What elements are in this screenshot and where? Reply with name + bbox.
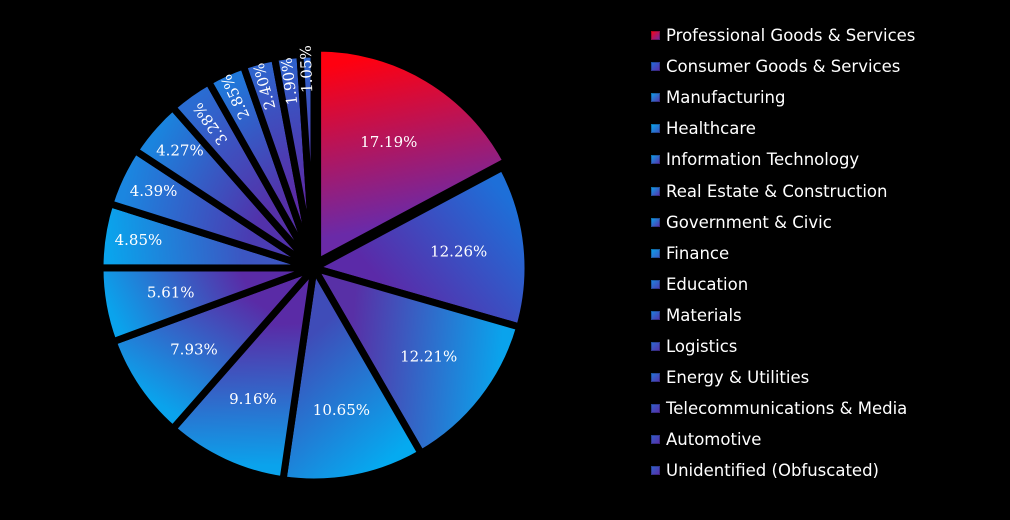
- legend-swatch: [651, 435, 660, 445]
- legend-swatch: [651, 248, 660, 258]
- slice-data-label: 1.05%: [297, 45, 317, 93]
- legend-item: Logistics: [651, 331, 1006, 362]
- legend-item: Government & Civic: [651, 207, 1006, 238]
- legend-item: Information Technology: [651, 144, 1006, 175]
- legend-label: Education: [666, 274, 749, 294]
- legend-label: Logistics: [666, 336, 738, 356]
- slice-data-label: 17.19%: [360, 133, 417, 151]
- legend-item: Telecommunications & Media: [651, 393, 1006, 424]
- legend-label: Finance: [666, 243, 730, 263]
- legend-swatch: [651, 373, 660, 383]
- chart-legend: Professional Goods & Services Consumer Go…: [651, 20, 1006, 486]
- legend-label: Manufacturing: [666, 88, 786, 108]
- slice-data-label: 5.61%: [147, 283, 195, 301]
- legend-item: Real Estate & Construction: [651, 175, 1006, 206]
- legend-swatch: [651, 124, 660, 134]
- legend-label: Unidentified (Obfuscated): [666, 461, 879, 481]
- legend-label: Government & Civic: [666, 212, 832, 232]
- legend-swatch: [651, 155, 660, 165]
- slice-data-label: 12.26%: [430, 243, 487, 261]
- legend-label: Professional Goods & Services: [666, 26, 916, 46]
- pie-slice: [310, 264, 524, 457]
- legend-item: Professional Goods & Services: [651, 20, 1006, 51]
- pie-slice: [169, 264, 318, 484]
- legend-label: Consumer Goods & Services: [666, 57, 901, 77]
- legend-label: Materials: [666, 305, 742, 325]
- legend-item: Consumer Goods & Services: [651, 51, 1006, 82]
- slice-data-label: 1.90%: [277, 57, 301, 107]
- legend-label: Healthcare: [666, 119, 756, 139]
- pie-slices: [96, 44, 532, 486]
- legend-swatch: [651, 279, 660, 289]
- legend-label: Real Estate & Construction: [666, 181, 888, 201]
- legend-item: Unidentified (Obfuscated): [651, 455, 1006, 486]
- legend-item: Energy & Utilities: [651, 362, 1006, 393]
- legend-item: Finance: [651, 238, 1006, 269]
- legend-label: Telecommunications & Media: [666, 399, 908, 419]
- slice-data-label: 4.85%: [115, 231, 163, 249]
- pie-slice: [314, 44, 510, 266]
- legend-swatch: [651, 341, 660, 351]
- legend-swatch: [651, 310, 660, 320]
- slice-data-label: 10.65%: [313, 401, 370, 419]
- slice-data-label: 7.93%: [170, 340, 218, 358]
- legend-swatch: [651, 404, 660, 414]
- pie-chart: 17.19% 12.26% 12.21% 10.65% 9.16% 7.93% 5.61% 4…: [96, 44, 532, 486]
- pie-slice: [310, 163, 532, 331]
- pie-slice: [279, 264, 425, 486]
- slice-data-label: 4.27%: [156, 142, 204, 160]
- slice-data-label: 12.21%: [400, 348, 457, 366]
- legend-swatch: [651, 31, 660, 41]
- legend-item: Manufacturing: [651, 82, 1006, 113]
- legend-label: Information Technology: [666, 150, 860, 170]
- legend-item: Automotive: [651, 424, 1006, 455]
- slice-data-label: 9.16%: [229, 390, 277, 408]
- legend-item: Materials: [651, 300, 1006, 331]
- legend-swatch: [651, 186, 660, 196]
- legend-label: Energy & Utilities: [666, 368, 810, 388]
- legend-swatch: [651, 62, 660, 72]
- slice-data-label: 4.39%: [130, 182, 178, 200]
- legend-swatch: [651, 466, 660, 476]
- legend-item: Education: [651, 269, 1006, 300]
- legend-item: Healthcare: [651, 113, 1006, 144]
- legend-swatch: [651, 217, 660, 227]
- pie-slice: [296, 50, 318, 272]
- legend-label: Automotive: [666, 430, 762, 450]
- legend-swatch: [651, 93, 660, 103]
